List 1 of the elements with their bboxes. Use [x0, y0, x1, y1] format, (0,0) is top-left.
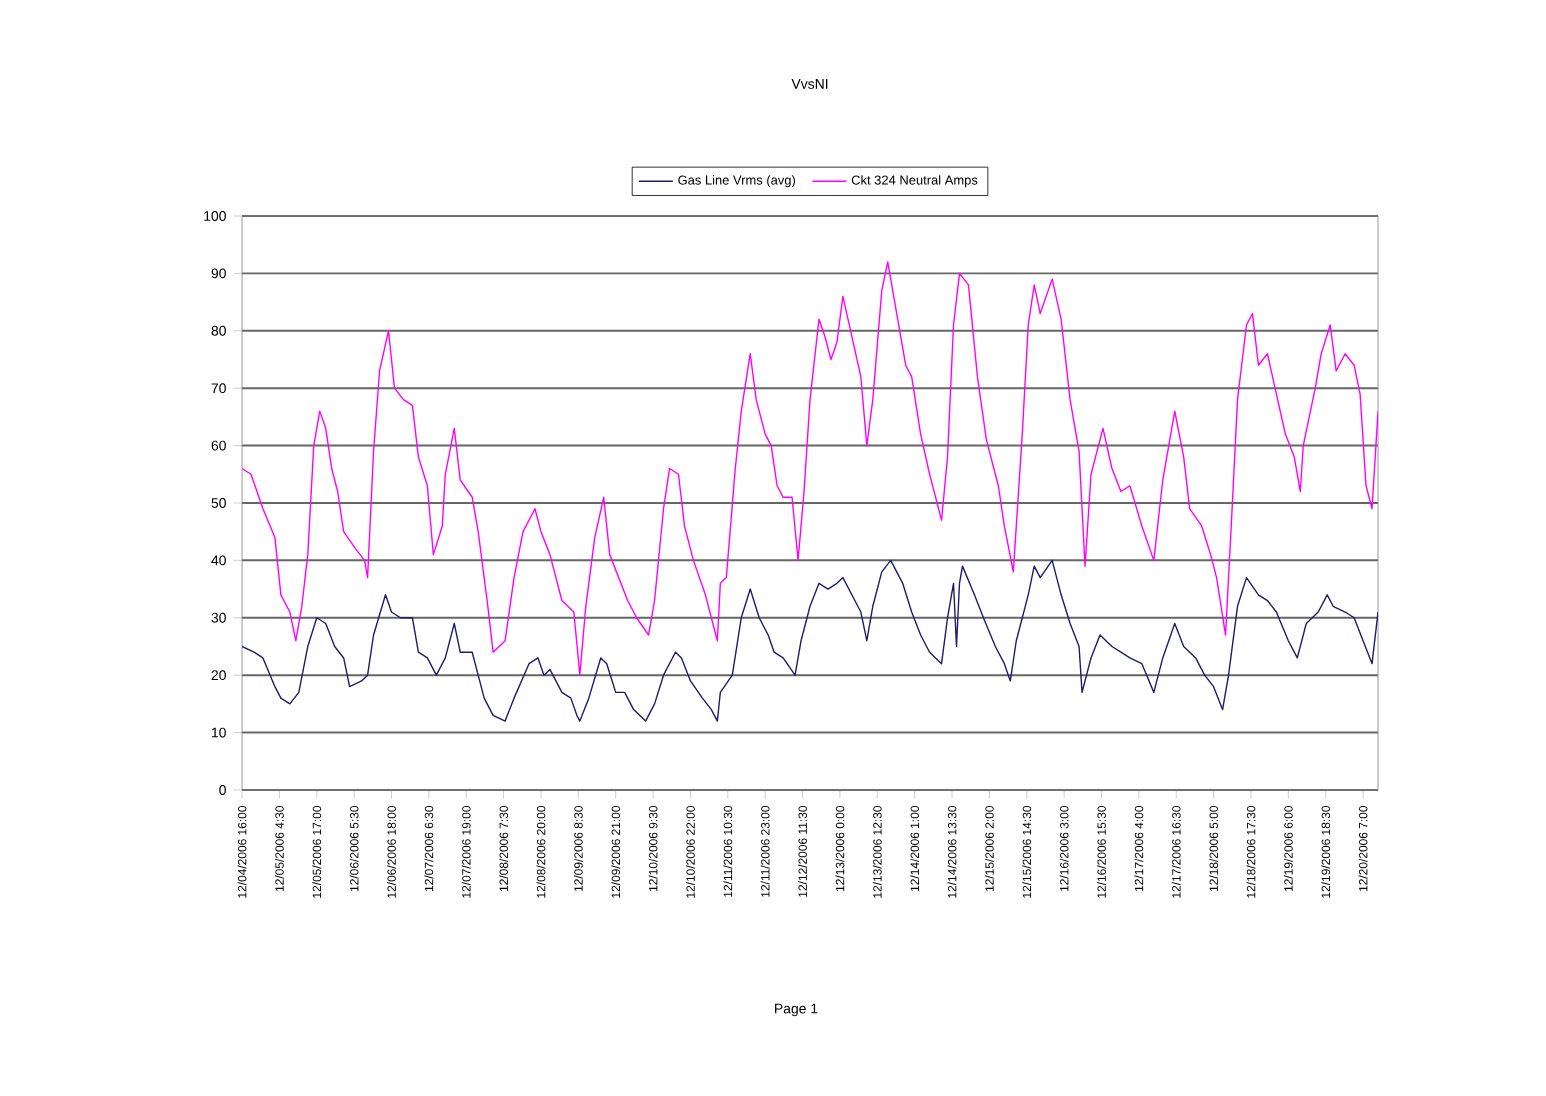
line-series	[242, 559, 1379, 722]
